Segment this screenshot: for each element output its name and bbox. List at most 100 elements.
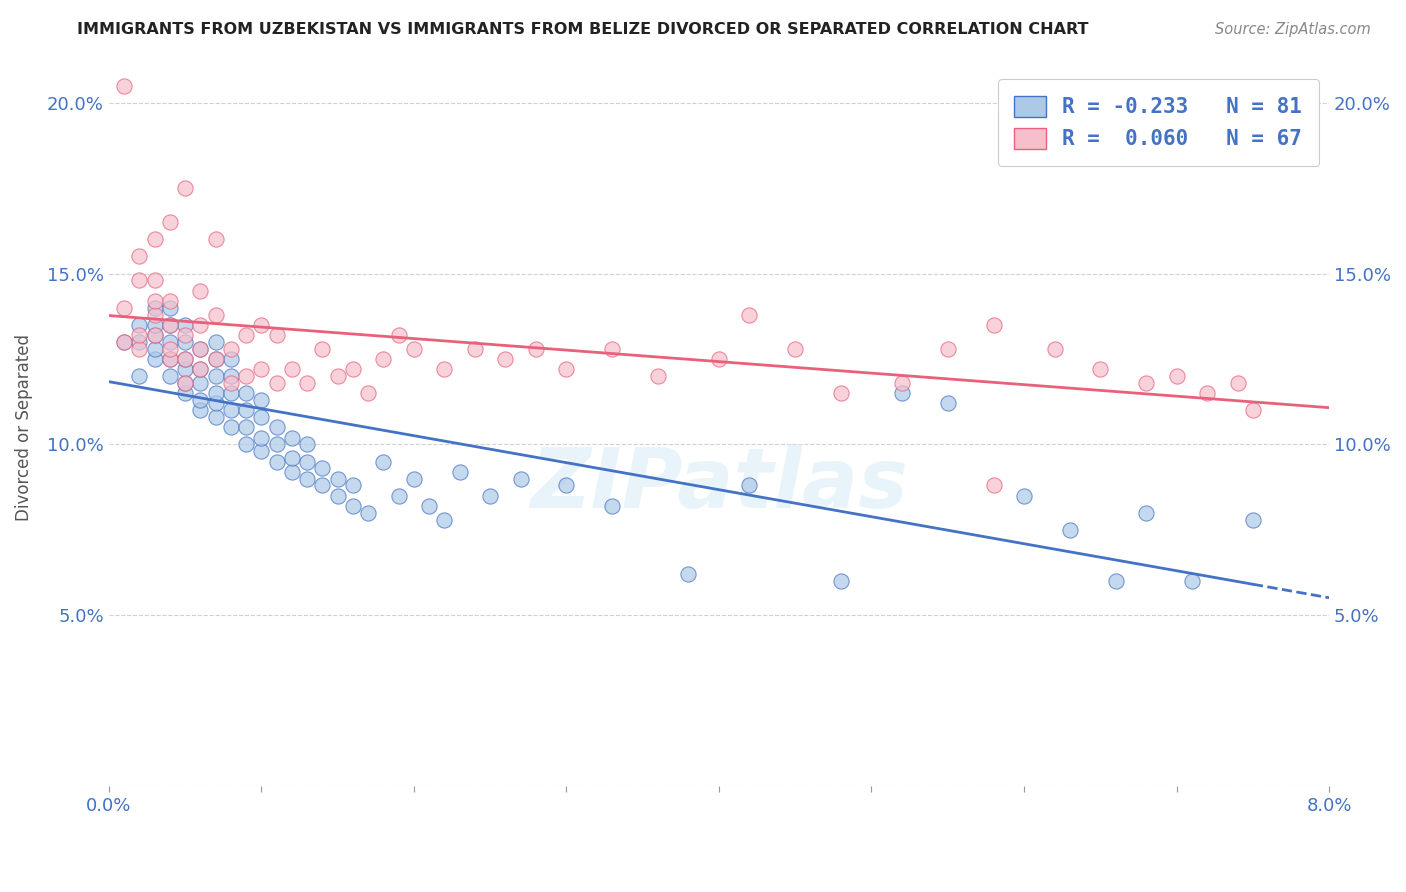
Point xyxy=(204,410,226,425)
Point xyxy=(159,318,181,332)
Point xyxy=(555,478,578,492)
Point xyxy=(143,328,166,343)
Point xyxy=(204,232,226,246)
Point xyxy=(188,376,211,390)
Text: IMMIGRANTS FROM UZBEKISTAN VS IMMIGRANTS FROM BELIZE DIVORCED OR SEPARATED CORRE: IMMIGRANTS FROM UZBEKISTAN VS IMMIGRANTS… xyxy=(77,22,1088,37)
Point xyxy=(219,369,242,384)
Point xyxy=(266,328,288,343)
Point xyxy=(600,499,623,513)
Point xyxy=(524,342,547,356)
Point xyxy=(936,396,959,410)
Point xyxy=(174,318,197,332)
Point xyxy=(295,454,318,468)
Point xyxy=(250,392,273,407)
Point xyxy=(219,342,242,356)
Point xyxy=(373,454,395,468)
Point xyxy=(266,454,288,468)
Point xyxy=(707,351,730,366)
Point xyxy=(204,386,226,401)
Point xyxy=(143,273,166,287)
Point xyxy=(188,362,211,376)
Point xyxy=(295,472,318,486)
Point xyxy=(159,369,181,384)
Point xyxy=(174,351,197,366)
Point xyxy=(128,369,150,384)
Point xyxy=(342,478,364,492)
Point xyxy=(235,386,257,401)
Point xyxy=(1181,574,1204,588)
Point xyxy=(128,342,150,356)
Point xyxy=(311,478,333,492)
Point xyxy=(891,386,914,401)
Point xyxy=(143,232,166,246)
Legend: R = -0.233   N = 81, R =  0.060   N = 67: R = -0.233 N = 81, R = 0.060 N = 67 xyxy=(998,78,1319,166)
Point xyxy=(281,465,304,479)
Point xyxy=(219,420,242,434)
Point xyxy=(357,506,380,520)
Point xyxy=(402,342,425,356)
Point xyxy=(204,351,226,366)
Point xyxy=(1043,342,1066,356)
Point xyxy=(266,376,288,390)
Point xyxy=(128,328,150,343)
Point xyxy=(204,396,226,410)
Point xyxy=(128,273,150,287)
Point xyxy=(235,369,257,384)
Point xyxy=(159,342,181,356)
Point xyxy=(188,342,211,356)
Point xyxy=(464,342,486,356)
Point xyxy=(143,293,166,308)
Point xyxy=(250,431,273,445)
Point xyxy=(433,362,456,376)
Point xyxy=(738,308,761,322)
Point xyxy=(555,362,578,376)
Point xyxy=(494,351,516,366)
Point xyxy=(738,478,761,492)
Point xyxy=(219,376,242,390)
Point xyxy=(159,334,181,349)
Point xyxy=(159,293,181,308)
Point xyxy=(295,437,318,451)
Point xyxy=(342,499,364,513)
Point xyxy=(479,489,502,503)
Point xyxy=(188,284,211,298)
Point xyxy=(235,437,257,451)
Point xyxy=(509,472,531,486)
Point xyxy=(204,369,226,384)
Point xyxy=(159,351,181,366)
Point xyxy=(143,301,166,315)
Point xyxy=(112,301,135,315)
Point xyxy=(159,215,181,229)
Point xyxy=(219,403,242,417)
Point xyxy=(219,386,242,401)
Point xyxy=(174,376,197,390)
Point xyxy=(1166,369,1188,384)
Point xyxy=(1104,574,1126,588)
Point xyxy=(128,318,150,332)
Point xyxy=(418,499,440,513)
Point xyxy=(449,465,471,479)
Point xyxy=(387,489,409,503)
Point xyxy=(281,451,304,466)
Point xyxy=(250,318,273,332)
Point xyxy=(174,181,197,195)
Point xyxy=(188,318,211,332)
Point xyxy=(143,318,166,332)
Point xyxy=(159,301,181,315)
Point xyxy=(143,308,166,322)
Point xyxy=(647,369,669,384)
Point xyxy=(311,461,333,475)
Point xyxy=(174,351,197,366)
Point xyxy=(159,318,181,332)
Point xyxy=(174,334,197,349)
Point xyxy=(785,342,807,356)
Point xyxy=(891,376,914,390)
Point xyxy=(1135,376,1157,390)
Point xyxy=(143,342,166,356)
Point xyxy=(266,420,288,434)
Point xyxy=(188,342,211,356)
Point xyxy=(830,386,852,401)
Point xyxy=(326,369,349,384)
Point xyxy=(1059,523,1081,537)
Point xyxy=(1241,513,1264,527)
